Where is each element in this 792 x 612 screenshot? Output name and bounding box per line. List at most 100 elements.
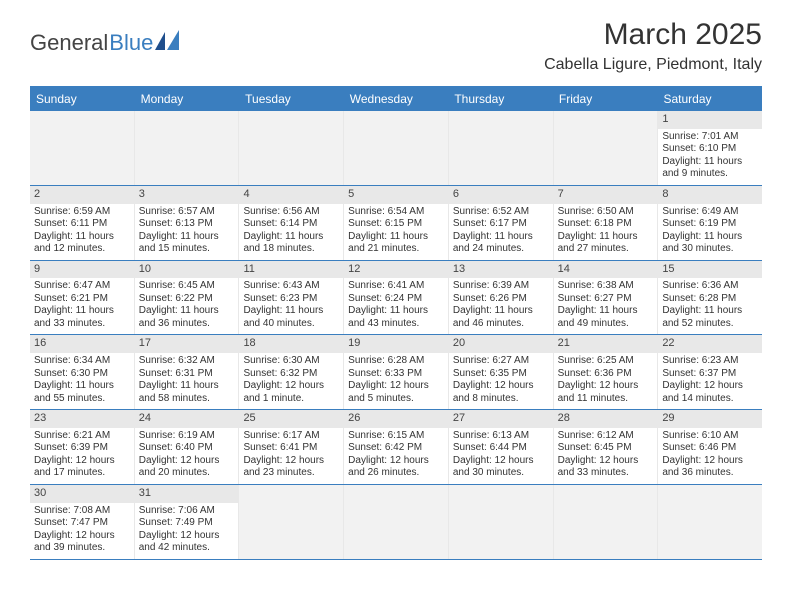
weekday-header: Saturday (657, 87, 762, 111)
week-row: 16Sunrise: 6:34 AMSunset: 6:30 PMDayligh… (30, 335, 762, 410)
day-daylight1: Daylight: 12 hours (348, 455, 444, 468)
day-sunset: Sunset: 6:27 PM (558, 293, 654, 306)
day-cell: 30Sunrise: 7:08 AMSunset: 7:47 PMDayligh… (30, 485, 135, 559)
day-sunrise: Sunrise: 6:23 AM (662, 355, 758, 368)
day-daylight2: and 33 minutes. (558, 467, 654, 480)
day-daylight2: and 39 minutes. (34, 542, 130, 555)
page-header: GeneralBlue March 2025 Cabella Ligure, P… (0, 0, 792, 80)
day-daylight1: Daylight: 11 hours (453, 231, 549, 244)
day-sunset: Sunset: 6:17 PM (453, 218, 549, 231)
day-cell: 19Sunrise: 6:28 AMSunset: 6:33 PMDayligh… (344, 335, 449, 409)
day-daylight1: Daylight: 11 hours (243, 231, 339, 244)
month-title: March 2025 (544, 18, 762, 52)
day-cell-empty (449, 485, 554, 559)
day-sunrise: Sunrise: 6:41 AM (348, 280, 444, 293)
day-sunset: Sunset: 7:47 PM (34, 517, 130, 530)
day-daylight1: Daylight: 12 hours (243, 380, 339, 393)
day-number: 13 (449, 261, 553, 279)
day-daylight2: and 17 minutes. (34, 467, 130, 480)
day-daylight1: Daylight: 12 hours (558, 380, 654, 393)
day-number: 27 (449, 410, 553, 428)
weekday-header: Sunday (30, 87, 135, 111)
day-sunset: Sunset: 6:11 PM (34, 218, 130, 231)
day-cell: 17Sunrise: 6:32 AMSunset: 6:31 PMDayligh… (135, 335, 240, 409)
day-number: 9 (30, 261, 134, 279)
day-sunrise: Sunrise: 6:59 AM (34, 206, 130, 219)
weekday-header-row: SundayMondayTuesdayWednesdayThursdayFrid… (30, 87, 762, 111)
day-cell: 16Sunrise: 6:34 AMSunset: 6:30 PMDayligh… (30, 335, 135, 409)
day-daylight1: Daylight: 11 hours (348, 231, 444, 244)
day-daylight2: and 21 minutes. (348, 243, 444, 256)
day-cell: 12Sunrise: 6:41 AMSunset: 6:24 PMDayligh… (344, 261, 449, 335)
week-row: 9Sunrise: 6:47 AMSunset: 6:21 PMDaylight… (30, 261, 762, 336)
day-daylight2: and 55 minutes. (34, 393, 130, 406)
day-daylight1: Daylight: 11 hours (139, 305, 235, 318)
day-daylight1: Daylight: 12 hours (453, 380, 549, 393)
day-cell: 25Sunrise: 6:17 AMSunset: 6:41 PMDayligh… (239, 410, 344, 484)
day-sunrise: Sunrise: 6:50 AM (558, 206, 654, 219)
location-subtitle: Cabella Ligure, Piedmont, Italy (544, 56, 762, 74)
day-cell: 15Sunrise: 6:36 AMSunset: 6:28 PMDayligh… (658, 261, 762, 335)
day-number: 26 (344, 410, 448, 428)
day-number: 1 (658, 111, 762, 129)
day-cell-empty (554, 111, 659, 185)
day-daylight1: Daylight: 12 hours (34, 455, 130, 468)
day-cell: 5Sunrise: 6:54 AMSunset: 6:15 PMDaylight… (344, 186, 449, 260)
day-sunrise: Sunrise: 6:39 AM (453, 280, 549, 293)
day-cell-empty (30, 111, 135, 185)
day-number: 18 (239, 335, 343, 353)
weekday-header: Wednesday (344, 87, 449, 111)
day-daylight1: Daylight: 12 hours (243, 455, 339, 468)
day-daylight2: and 9 minutes. (662, 168, 758, 181)
day-daylight2: and 26 minutes. (348, 467, 444, 480)
day-number: 29 (658, 410, 762, 428)
sail-icon (155, 30, 181, 56)
day-daylight1: Daylight: 11 hours (34, 305, 130, 318)
day-sunrise: Sunrise: 6:13 AM (453, 430, 549, 443)
day-cell-empty (344, 485, 449, 559)
day-daylight1: Daylight: 12 hours (558, 455, 654, 468)
weeks-container: 1Sunrise: 7:01 AMSunset: 6:10 PMDaylight… (30, 111, 762, 560)
day-sunrise: Sunrise: 6:12 AM (558, 430, 654, 443)
day-sunset: Sunset: 6:42 PM (348, 442, 444, 455)
day-sunrise: Sunrise: 6:36 AM (662, 280, 758, 293)
day-daylight2: and 33 minutes. (34, 318, 130, 331)
logo-text-general: General (30, 30, 108, 56)
day-sunset: Sunset: 6:24 PM (348, 293, 444, 306)
day-number: 20 (449, 335, 553, 353)
day-sunrise: Sunrise: 6:17 AM (243, 430, 339, 443)
day-daylight2: and 23 minutes. (243, 467, 339, 480)
day-sunset: Sunset: 6:39 PM (34, 442, 130, 455)
day-cell: 2Sunrise: 6:59 AMSunset: 6:11 PMDaylight… (30, 186, 135, 260)
day-daylight1: Daylight: 12 hours (139, 455, 235, 468)
day-cell: 24Sunrise: 6:19 AMSunset: 6:40 PMDayligh… (135, 410, 240, 484)
day-daylight1: Daylight: 12 hours (453, 455, 549, 468)
logo: GeneralBlue (30, 18, 181, 56)
day-number: 24 (135, 410, 239, 428)
day-number: 30 (30, 485, 134, 503)
day-sunset: Sunset: 6:36 PM (558, 368, 654, 381)
day-daylight2: and 36 minutes. (139, 318, 235, 331)
day-sunset: Sunset: 6:32 PM (243, 368, 339, 381)
day-sunset: Sunset: 6:40 PM (139, 442, 235, 455)
day-daylight2: and 24 minutes. (453, 243, 549, 256)
weekday-header: Thursday (448, 87, 553, 111)
day-daylight2: and 46 minutes. (453, 318, 549, 331)
day-cell: 13Sunrise: 6:39 AMSunset: 6:26 PMDayligh… (449, 261, 554, 335)
day-cell: 26Sunrise: 6:15 AMSunset: 6:42 PMDayligh… (344, 410, 449, 484)
day-number: 15 (658, 261, 762, 279)
day-daylight1: Daylight: 12 hours (139, 530, 235, 543)
day-sunrise: Sunrise: 6:54 AM (348, 206, 444, 219)
day-cell: 22Sunrise: 6:23 AMSunset: 6:37 PMDayligh… (658, 335, 762, 409)
day-cell: 4Sunrise: 6:56 AMSunset: 6:14 PMDaylight… (239, 186, 344, 260)
day-number: 14 (554, 261, 658, 279)
day-number: 31 (135, 485, 239, 503)
day-cell-empty (658, 485, 762, 559)
day-cell: 20Sunrise: 6:27 AMSunset: 6:35 PMDayligh… (449, 335, 554, 409)
day-daylight1: Daylight: 11 hours (139, 231, 235, 244)
day-sunset: Sunset: 6:19 PM (662, 218, 758, 231)
day-number: 28 (554, 410, 658, 428)
day-cell-empty (135, 111, 240, 185)
day-daylight2: and 42 minutes. (139, 542, 235, 555)
day-cell: 18Sunrise: 6:30 AMSunset: 6:32 PMDayligh… (239, 335, 344, 409)
